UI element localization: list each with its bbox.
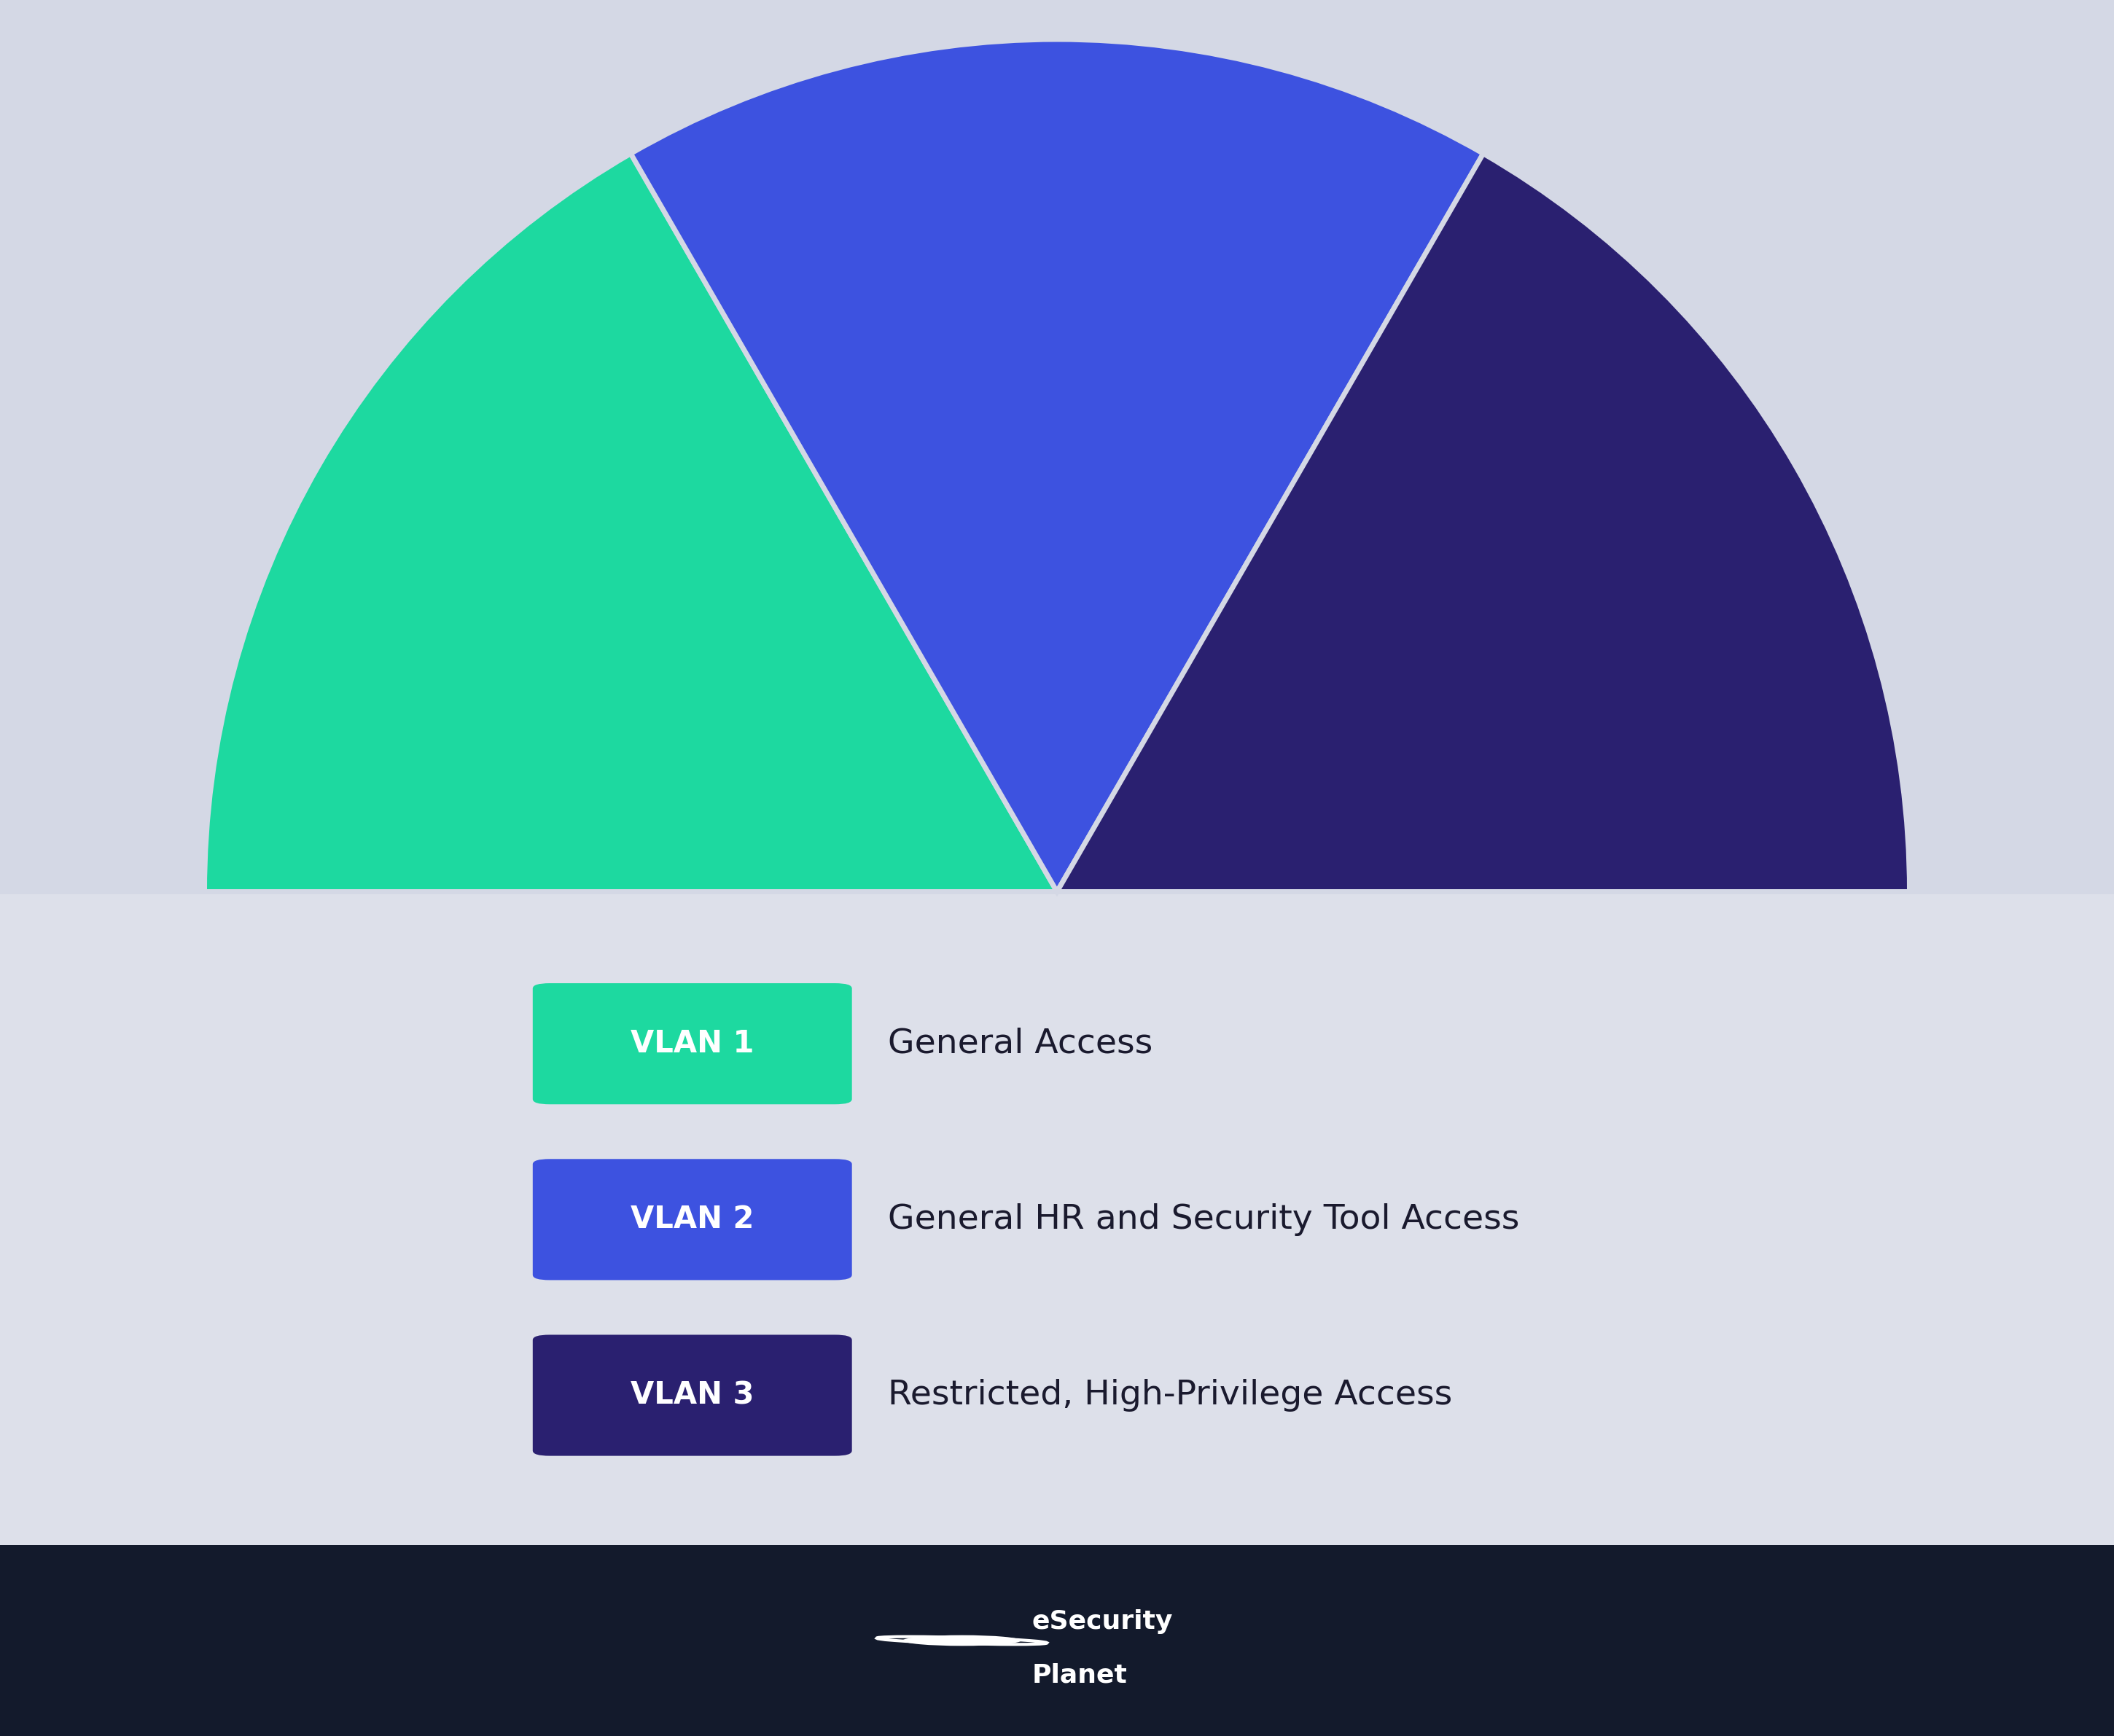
FancyBboxPatch shape bbox=[533, 1335, 852, 1457]
Text: Restricted, High-Privilege Access: Restricted, High-Privilege Access bbox=[888, 1378, 1452, 1411]
Circle shape bbox=[903, 1635, 1021, 1646]
Text: Planet: Planet bbox=[1032, 1663, 1127, 1687]
Text: General HR and Security Tool Access: General HR and Security Tool Access bbox=[888, 1203, 1520, 1236]
FancyBboxPatch shape bbox=[533, 983, 852, 1104]
Bar bbox=[0, 894, 2114, 1545]
FancyBboxPatch shape bbox=[533, 1160, 852, 1279]
Text: General Access: General Access bbox=[888, 1028, 1152, 1061]
Text: VLAN 3: VLAN 3 bbox=[630, 1380, 755, 1411]
Text: eSecurity: eSecurity bbox=[1032, 1609, 1173, 1634]
Text: VLAN 1: VLAN 1 bbox=[630, 1028, 755, 1059]
Wedge shape bbox=[630, 40, 1484, 892]
Bar bbox=[0, 0, 2114, 894]
Wedge shape bbox=[205, 153, 1057, 892]
Wedge shape bbox=[1057, 153, 1909, 892]
Text: VLAN 2: VLAN 2 bbox=[630, 1205, 755, 1234]
Bar bbox=[0, 1545, 2114, 1736]
